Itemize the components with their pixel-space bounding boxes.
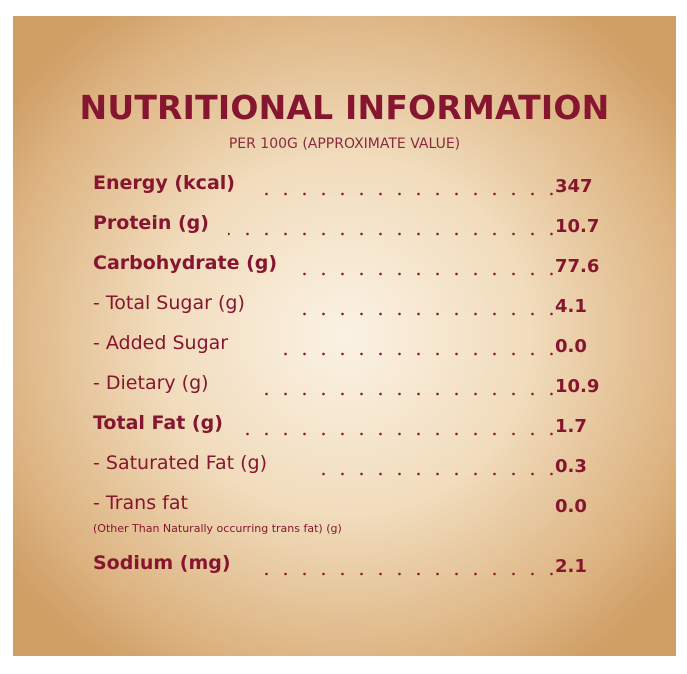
leader-dots xyxy=(311,472,561,476)
leader-dots xyxy=(251,392,561,396)
nutrient-value: 10.9 xyxy=(555,376,600,397)
nutrient-row-added-sugar: - Added Sugar 0.0 xyxy=(93,332,633,362)
nutrient-label: Energy (kcal) xyxy=(93,172,235,194)
nutrient-value: 4.1 xyxy=(555,296,587,317)
nutrient-value: 0.3 xyxy=(555,456,587,477)
nutrient-row-energy: Energy (kcal) 347 xyxy=(93,172,633,202)
nutrient-value: 10.7 xyxy=(555,216,600,237)
nutrient-label: - Added Sugar xyxy=(93,332,229,354)
nutrient-label: - Dietary (g) xyxy=(93,372,209,394)
nutrient-row-trans-fat: - Trans fat 0.0 xyxy=(93,492,633,522)
page-title: NUTRITIONAL INFORMATION xyxy=(79,88,610,127)
nutrient-value: 2.1 xyxy=(555,556,587,577)
nutrient-row-sodium: Sodium (mg) 2.1 xyxy=(93,552,633,582)
nutrient-label: - Total Sugar (g) xyxy=(93,292,245,314)
nutrient-row-saturated-fat: - Saturated Fat (g) 0.3 xyxy=(93,452,633,482)
leader-dots xyxy=(255,192,561,196)
nutrient-label: Carbohydrate (g) xyxy=(93,252,278,274)
nutrient-label: Total Fat (g) xyxy=(93,412,223,434)
leader-dots xyxy=(289,312,561,316)
nutrient-label: Protein (g) xyxy=(93,212,209,234)
leader-dots xyxy=(303,272,561,276)
nutrient-value: 0.0 xyxy=(555,496,587,517)
nutrient-row-total-fat: Total Fat (g) 1.7 xyxy=(93,412,633,442)
nutrient-row-total-sugar: - Total Sugar (g) 4.1 xyxy=(93,292,633,322)
nutrient-row-protein: Protein (g) 10.7 xyxy=(93,212,633,242)
nutrient-label: - Saturated Fat (g) xyxy=(93,452,267,474)
nutrient-row-carbohydrate: Carbohydrate (g) 77.6 xyxy=(93,252,633,282)
page-subtitle: PER 100G (APPROXIMATE VALUE) xyxy=(228,136,461,152)
leader-dots xyxy=(255,572,561,576)
leader-dots xyxy=(269,352,561,356)
nutrition-panel: NUTRITIONAL INFORMATION PER 100G (APPROX… xyxy=(13,16,676,656)
nutrient-value: 1.7 xyxy=(555,416,587,437)
nutrient-label: Sodium (mg) xyxy=(93,552,231,574)
leader-dots xyxy=(243,432,561,436)
trans-fat-note: (Other Than Naturally occurring trans fa… xyxy=(93,522,342,535)
nutrient-row-dietary: - Dietary (g) 10.9 xyxy=(93,372,633,402)
nutrient-value: 0.0 xyxy=(555,336,587,357)
nutrient-value: 347 xyxy=(555,176,593,197)
nutrient-label: - Trans fat xyxy=(93,492,188,514)
leader-dots xyxy=(228,232,561,236)
nutrient-value: 77.6 xyxy=(555,256,600,277)
